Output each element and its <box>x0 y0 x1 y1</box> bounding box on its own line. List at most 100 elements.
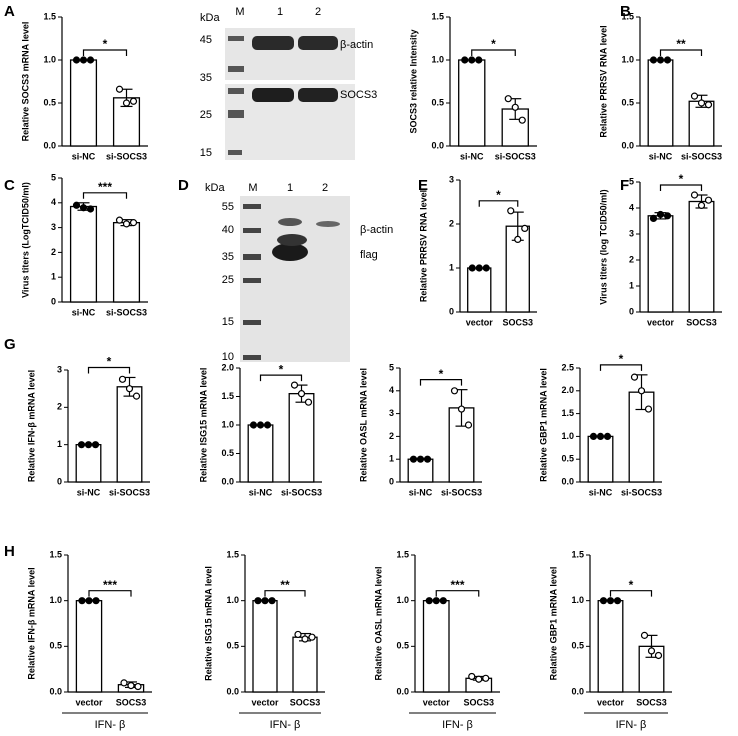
bar <box>458 59 486 147</box>
data-point <box>640 631 649 639</box>
y-tick-label: 0.5 <box>226 641 239 651</box>
data-point <box>254 597 262 605</box>
lane-label: 1 <box>277 6 283 18</box>
y-axis-label: Relative OASL mRNA level <box>373 566 383 680</box>
y-tick-label: 5 <box>389 362 394 372</box>
panel-label: G <box>4 336 16 353</box>
y-axis-label: Relative PRRSV RNA level <box>418 190 428 302</box>
data-point <box>630 373 639 381</box>
data-point <box>129 219 138 227</box>
y-axis-label: Virus titers (log TCID50/ml) <box>598 189 608 304</box>
data-point <box>304 398 313 406</box>
x-tick-label: SOCS3 <box>116 697 147 707</box>
data-point <box>115 85 124 93</box>
blot-band <box>298 88 338 102</box>
blot-band <box>316 221 340 227</box>
bar <box>112 221 141 303</box>
y-axis-label: Relative IFN-β mRNA level <box>26 370 36 482</box>
data-point <box>86 56 95 64</box>
significance-label: * <box>679 172 684 186</box>
data-point <box>511 103 519 111</box>
significance-label: * <box>491 37 496 51</box>
data-point <box>596 432 605 440</box>
y-axis-label: Relative OASL mRNA level <box>358 368 368 482</box>
data-point <box>416 455 425 463</box>
x-axis-label: IFN- β <box>616 719 647 731</box>
bar <box>288 392 315 483</box>
x-tick-label: vector <box>466 317 494 327</box>
data-point <box>85 597 93 605</box>
bar <box>292 636 318 693</box>
band-label: β-actin <box>360 224 393 236</box>
x-tick-label: SOCS3 <box>636 697 667 707</box>
y-tick-label: 0.0 <box>43 140 56 150</box>
bar <box>467 267 492 313</box>
significance-label: * <box>629 578 634 592</box>
bar <box>69 59 98 147</box>
x-tick-label: si-SOCS3 <box>621 487 662 497</box>
data-point <box>72 201 81 209</box>
data-point <box>613 597 622 605</box>
bar <box>247 424 274 483</box>
data-point <box>663 212 672 220</box>
y-tick-label: 0.5 <box>43 97 56 107</box>
data-point <box>294 630 302 639</box>
data-point <box>256 421 265 429</box>
blot-band <box>278 218 302 226</box>
y-tick-label: 0.0 <box>221 476 234 486</box>
data-point <box>518 116 526 124</box>
data-point <box>697 201 706 209</box>
significance-bracket <box>471 49 516 56</box>
significance-label: ** <box>676 37 686 51</box>
panel-label: B <box>620 3 631 20</box>
band-label: flag <box>360 249 378 261</box>
significance-label: ** <box>280 578 290 592</box>
marker-label: 35 <box>222 251 234 263</box>
y-tick-label: 1 <box>629 280 634 290</box>
blot-band <box>252 88 294 102</box>
y-axis-label: Virus titers (LogTCID50/ml) <box>20 182 30 298</box>
x-tick-label: si-NC <box>72 151 96 161</box>
data-point <box>656 56 665 64</box>
x-tick-label: si-NC <box>589 487 613 497</box>
y-tick-label: 0 <box>389 476 394 486</box>
data-point <box>475 264 483 272</box>
data-point <box>644 405 653 413</box>
data-point <box>249 421 258 429</box>
x-tick-label: vector <box>647 317 675 327</box>
y-tick-label: 3 <box>51 222 56 232</box>
x-tick-label: SOCS3 <box>502 317 533 327</box>
y-tick-label: 2.5 <box>561 362 574 372</box>
y-tick-label: 2 <box>51 247 56 257</box>
bar <box>647 59 674 147</box>
significance-label: * <box>439 367 444 381</box>
data-point <box>132 392 141 400</box>
significance-label: * <box>619 352 624 366</box>
y-tick-label: 0 <box>629 306 634 316</box>
data-point <box>290 381 299 389</box>
y-tick-label: 0.0 <box>561 476 574 486</box>
x-tick-label: vector <box>251 697 279 707</box>
significance-bracket <box>264 590 306 597</box>
data-point <box>297 390 306 398</box>
y-tick-label: 1.0 <box>43 54 56 64</box>
y-tick-label: 3 <box>57 364 62 374</box>
panel-label: A <box>4 3 15 20</box>
significance-label: *** <box>98 180 112 194</box>
ladder <box>243 204 261 360</box>
significance-bracket <box>609 590 653 597</box>
x-tick-label: SOCS3 <box>290 697 321 707</box>
data-point <box>268 597 276 605</box>
data-point <box>122 99 131 107</box>
x-tick-label: si-NC <box>409 487 433 497</box>
data-point <box>72 56 81 64</box>
ladder <box>228 36 244 155</box>
x-tick-label: vector <box>75 697 103 707</box>
data-point <box>423 455 432 463</box>
bar <box>597 600 624 693</box>
data-point <box>690 191 699 199</box>
data-point <box>475 675 483 683</box>
data-point <box>450 387 459 395</box>
significance-label: * <box>279 362 284 376</box>
marker-label: 35 <box>200 72 212 84</box>
